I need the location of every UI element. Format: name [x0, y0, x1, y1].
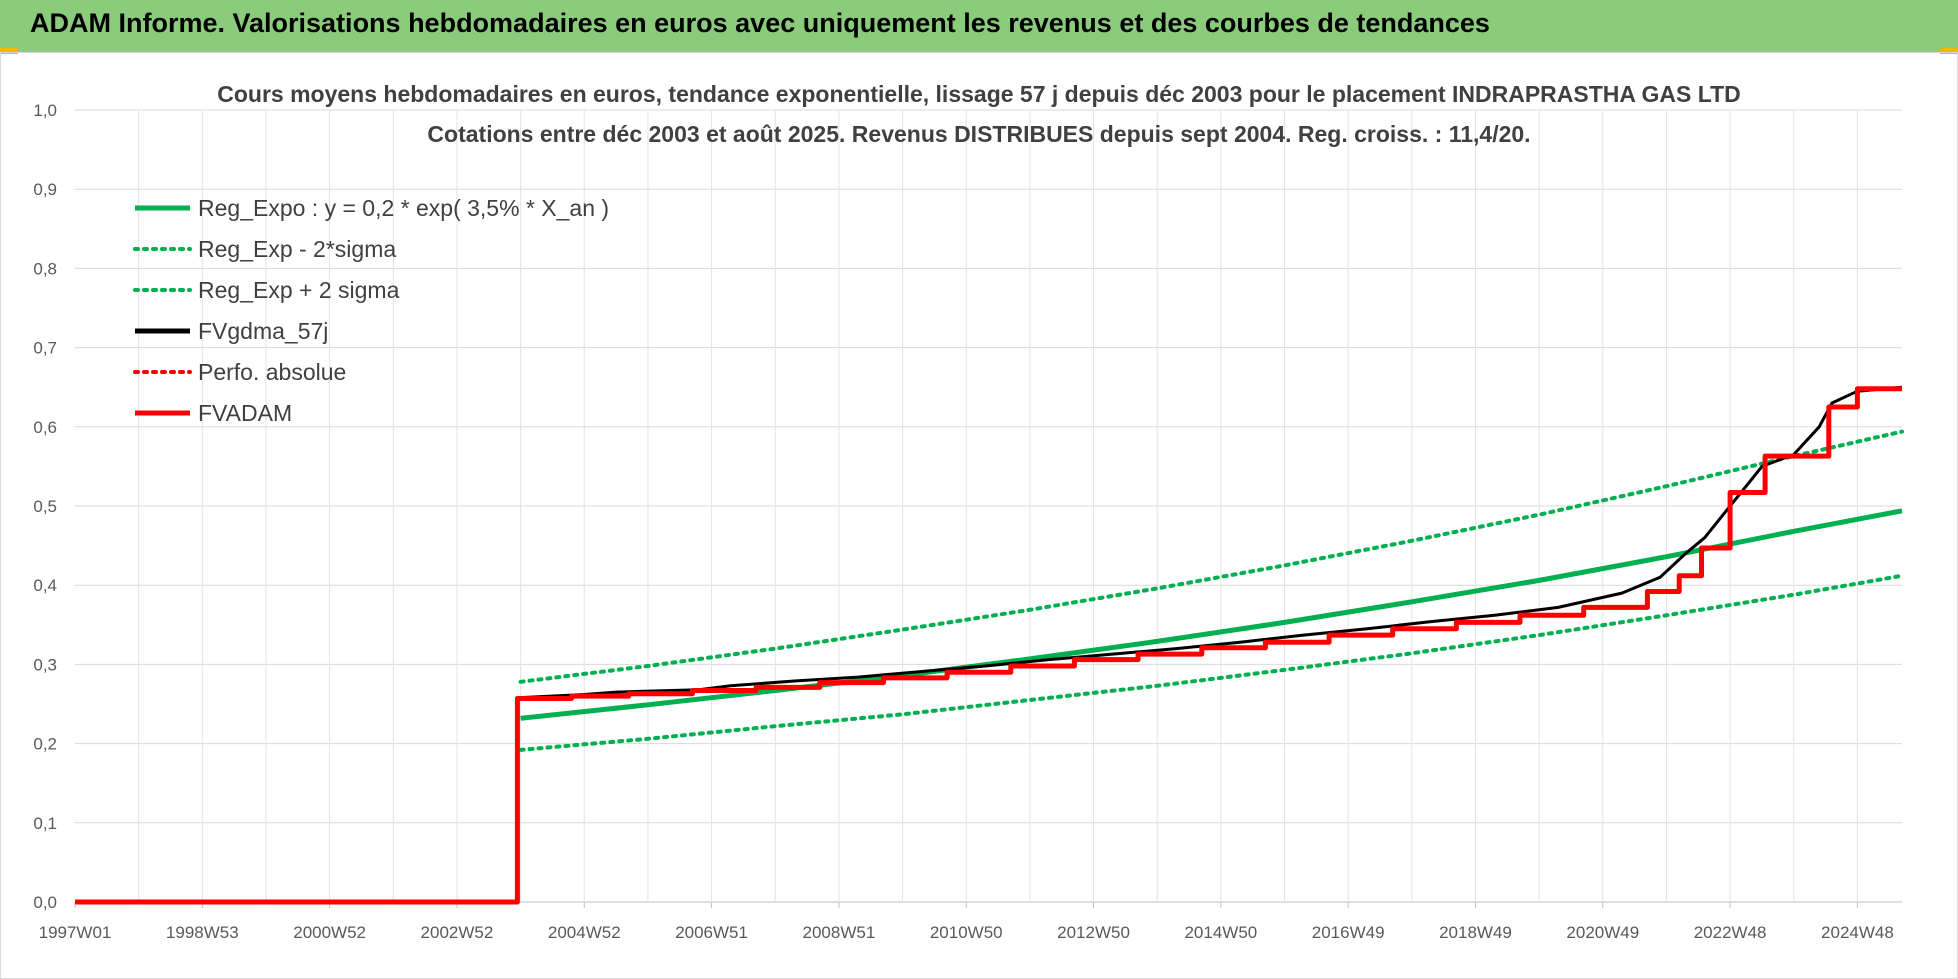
series-line [518, 429, 1904, 684]
chart-title-line: Cours moyens hebdomadaires en euros, ten… [217, 81, 1741, 107]
y-tick-label: 0,9 [33, 180, 57, 199]
x-tick-label: 2002W52 [421, 923, 494, 942]
x-tick-label: 2022W48 [1694, 923, 1767, 942]
legend-label: Reg_Expo : y = 0,2 * exp( 3,5% * X_an ) [198, 195, 609, 221]
x-tick-label: 2012W50 [1057, 923, 1130, 942]
x-tick-label: 1998W53 [166, 923, 239, 942]
corner-accent-left [0, 48, 18, 54]
x-tick-label: 2024W48 [1821, 923, 1894, 942]
x-tick-label: 2020W49 [1566, 923, 1639, 942]
legend-label: Reg_Exp - 2*sigma [198, 236, 396, 262]
x-tick-label: 2016W49 [1312, 923, 1385, 942]
y-tick-label: 0,2 [33, 735, 57, 754]
x-tick-label: 2008W51 [803, 923, 876, 942]
series-line [75, 385, 1903, 904]
y-tick-label: 0,5 [33, 497, 57, 516]
y-tick-label: 0,3 [33, 655, 57, 674]
y-tick-label: 0,0 [33, 893, 57, 912]
x-tick-label: 2006W51 [675, 923, 748, 942]
y-tick-label: 1,0 [33, 101, 57, 120]
y-tick-label: 0,1 [33, 814, 57, 833]
x-tick-label: 1997W01 [39, 923, 112, 942]
x-tick-label: 2004W52 [548, 923, 621, 942]
series-line [518, 573, 1904, 752]
series-line [75, 386, 1902, 905]
corner-accent-right [1940, 48, 1958, 54]
y-tick-label: 0,7 [33, 339, 57, 358]
chart-title-line: Cotations entre déc 2003 et août 2025. R… [427, 121, 1530, 147]
x-tick-label: 2010W50 [930, 923, 1003, 942]
y-tick-label: 0,4 [33, 576, 57, 595]
legend-label: Perfo. absolue [198, 359, 346, 385]
legend-label: FVADAM [198, 400, 292, 426]
x-tick-label: 2018W49 [1439, 923, 1512, 942]
x-tick-label: 2000W52 [293, 923, 366, 942]
legend-label: FVgdma_57j [198, 318, 328, 344]
legend-label: Reg_Exp + 2 sigma [198, 277, 400, 303]
x-tick-label: 2014W50 [1184, 923, 1257, 942]
y-tick-label: 0,8 [33, 259, 57, 278]
y-tick-label: 0,6 [33, 418, 57, 437]
page-title: ADAM Informe. Valorisations hebdomadaire… [30, 8, 1490, 38]
header-bar: ADAM Informe. Valorisations hebdomadaire… [0, 0, 1958, 52]
